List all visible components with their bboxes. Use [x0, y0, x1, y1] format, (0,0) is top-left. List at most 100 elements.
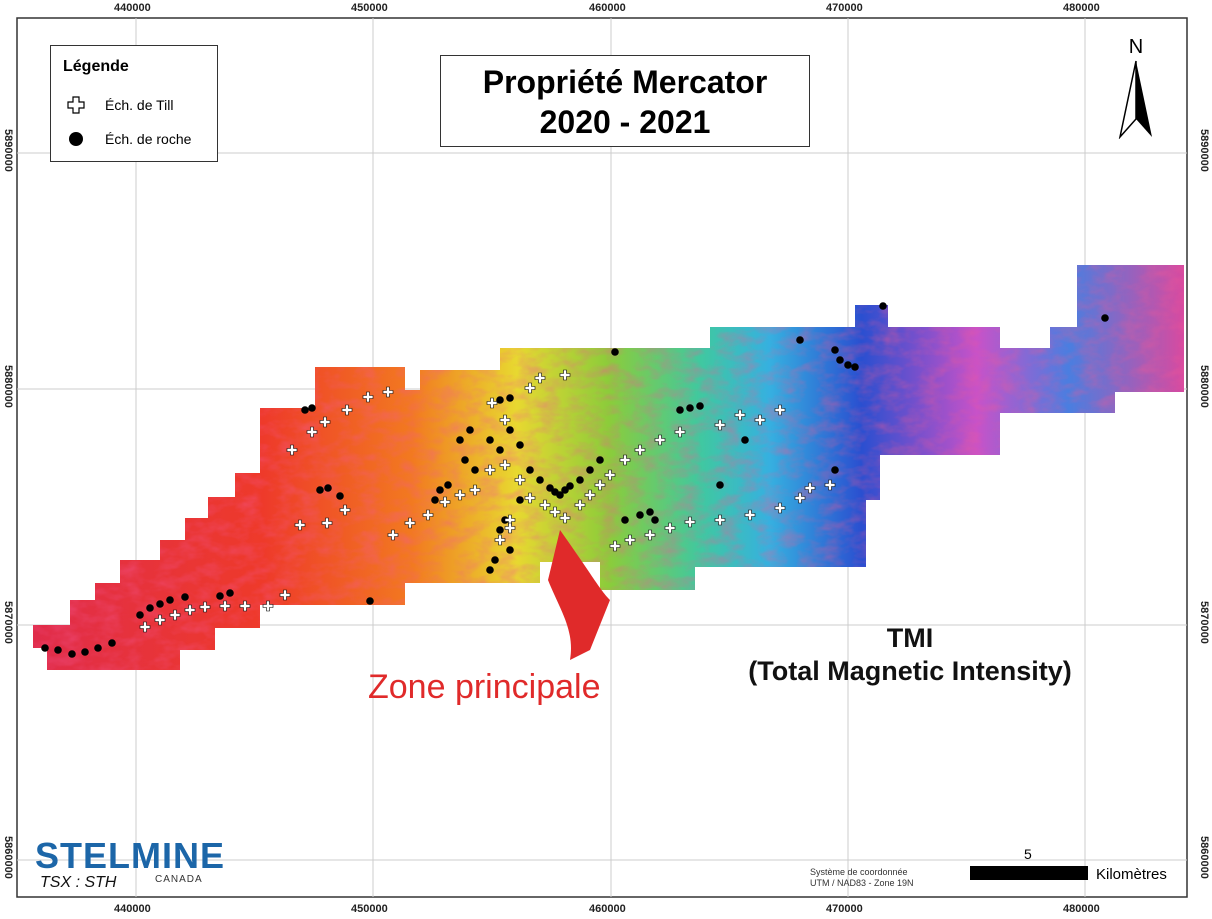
rock-sample — [216, 592, 224, 600]
rock-sample — [651, 516, 659, 524]
till-sample — [286, 444, 298, 456]
rock-sample — [831, 346, 839, 354]
till-sample — [169, 609, 181, 621]
rock-sample — [716, 481, 724, 489]
till-sample — [524, 382, 536, 394]
rock-sample — [68, 650, 76, 658]
north-arrow: N — [1118, 36, 1154, 144]
till-sample — [494, 534, 506, 546]
y-tick-label: 5890000 — [2, 129, 14, 172]
map-years: 2020 - 2021 — [539, 104, 711, 140]
rock-sample — [431, 496, 439, 504]
rock-sample — [471, 466, 479, 474]
rock-sample — [81, 648, 89, 656]
rock-sample — [491, 556, 499, 564]
till-sample — [339, 504, 351, 516]
rock-sample — [226, 589, 234, 597]
rock-sample — [1101, 314, 1109, 322]
till-sample — [609, 540, 621, 552]
rock-sample — [156, 600, 164, 608]
x-tick-label: 470000 — [826, 2, 863, 14]
rock-sample — [444, 481, 452, 489]
till-sample — [404, 517, 416, 529]
legend: Légende Éch. de Till Éch. de roche — [50, 45, 218, 162]
legend-label: Éch. de roche — [105, 131, 192, 147]
x-tick-label: 450000 — [351, 2, 388, 14]
rock-sample — [506, 394, 514, 402]
till-sample — [422, 509, 434, 521]
till-sample — [794, 492, 806, 504]
rock-sample — [336, 492, 344, 500]
till-sample — [549, 506, 561, 518]
x-tick-label: 440000 — [114, 903, 151, 915]
till-sample — [499, 459, 511, 471]
map-title-box: Propriété Mercator 2020 - 2021 — [440, 55, 810, 147]
rock-sample — [796, 336, 804, 344]
till-sample — [584, 489, 596, 501]
rock-sample — [496, 526, 504, 534]
till-sample — [514, 474, 526, 486]
till-sample — [774, 404, 786, 416]
north-arrow-icon — [1118, 60, 1152, 140]
rock-sample — [621, 516, 629, 524]
rock-sample — [324, 484, 332, 492]
rock-sample — [486, 566, 494, 574]
rock-sample — [516, 496, 524, 504]
layer-label: TMI (Total Magnetic Intensity) — [700, 622, 1120, 688]
till-sample — [574, 499, 586, 511]
till-sample — [184, 604, 196, 616]
layer-subtitle: (Total Magnetic Intensity) — [748, 656, 1072, 686]
x-tick-label: 460000 — [589, 2, 626, 14]
till-sample — [454, 489, 466, 501]
layer-title: TMI — [886, 623, 934, 653]
rock-sample — [301, 406, 309, 414]
till-sample — [774, 502, 786, 514]
zone-principale-label: Zone principale — [368, 668, 601, 706]
till-sample — [469, 484, 481, 496]
rock-sample — [741, 436, 749, 444]
tmi-texture — [33, 265, 1184, 670]
till-sample — [362, 391, 374, 403]
rock-sample — [636, 511, 644, 519]
rock-sample — [94, 644, 102, 652]
rock-sample — [676, 406, 684, 414]
till-sample — [804, 482, 816, 494]
scale-value: 5 — [1024, 846, 1032, 862]
rock-sample — [486, 436, 494, 444]
rock-sample — [526, 466, 534, 474]
till-sample — [524, 492, 536, 504]
till-sample — [604, 469, 616, 481]
scale-bar — [970, 866, 1088, 880]
till-sample — [321, 517, 333, 529]
sample-points — [41, 302, 1109, 658]
till-sample — [306, 426, 318, 438]
till-sample — [279, 589, 291, 601]
rock-sample — [496, 396, 504, 404]
till-sample — [534, 372, 546, 384]
till-sample — [664, 522, 676, 534]
till-sample — [559, 369, 571, 381]
rock-sample — [556, 491, 564, 499]
white-cross-icon — [67, 96, 85, 114]
y-tick-label: 5880000 — [1198, 365, 1210, 408]
till-sample — [319, 416, 331, 428]
black-dot-icon — [69, 132, 83, 146]
rock-sample — [496, 446, 504, 454]
till-sample — [239, 600, 251, 612]
rock-sample — [516, 441, 524, 449]
x-tick-label: 440000 — [114, 2, 151, 14]
map-title: Propriété Mercator — [482, 64, 768, 100]
scale-unit: Kilomètres — [1096, 866, 1167, 883]
zone-arrow — [548, 530, 610, 660]
till-sample — [744, 509, 756, 521]
rock-sample — [456, 436, 464, 444]
till-sample — [439, 496, 451, 508]
rock-sample — [436, 486, 444, 494]
x-tick-label: 470000 — [826, 903, 863, 915]
till-sample — [387, 529, 399, 541]
rock-sample — [54, 646, 62, 654]
till-sample — [619, 454, 631, 466]
till-sample — [484, 464, 496, 476]
till-sample — [199, 601, 211, 613]
legend-heading: Légende — [63, 58, 129, 75]
